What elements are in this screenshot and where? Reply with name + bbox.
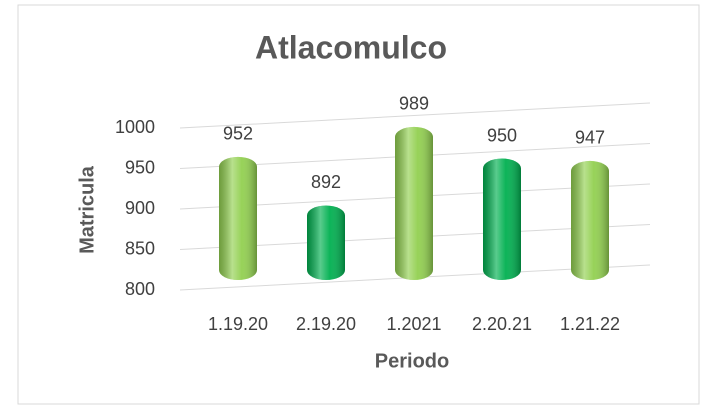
x-tick-label: 2.20.21 [472,314,532,334]
bar-shading [571,160,609,280]
y-tick-label: 850 [125,238,155,258]
x-tick-label: 2.19.20 [296,314,356,334]
bar-shading [395,126,433,280]
y-tick-label: 1000 [115,117,155,137]
x-tick-label: 1.2021 [386,314,441,334]
x-tick-label: 1.21.22 [560,314,620,334]
bar-shading [219,156,257,280]
bar-shading [307,205,345,280]
bar-shading [483,158,521,280]
y-tick-label: 950 [125,157,155,177]
y-tick-label: 800 [125,279,155,299]
y-axis-label: Matricula [76,165,98,254]
y-tick-label: 900 [125,198,155,218]
chart-title: Atlacomulco [255,29,447,65]
value-label: 892 [311,172,341,192]
value-label: 947 [575,128,605,148]
value-label: 952 [223,124,253,144]
x-tick-label: 1.19.20 [208,314,268,334]
value-label: 989 [399,94,429,114]
grid-line [179,102,651,129]
x-axis-label: Periodo [375,350,449,372]
value-label: 950 [487,125,517,145]
